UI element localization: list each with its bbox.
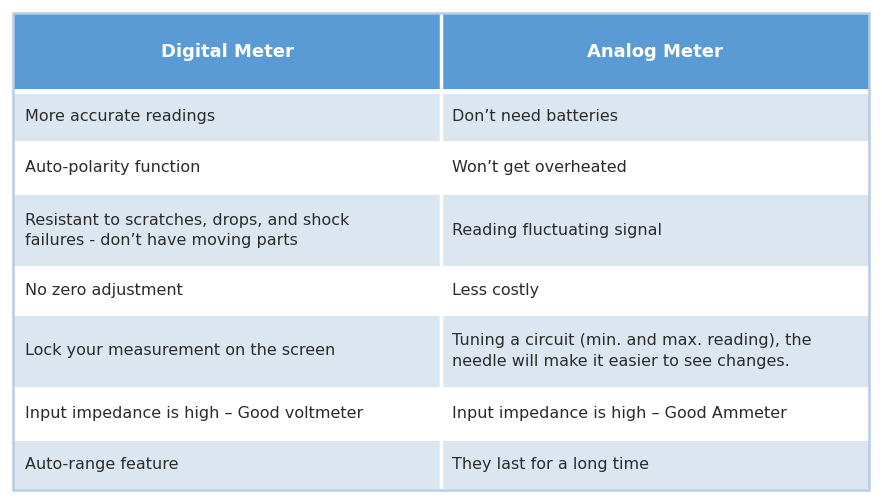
Text: They last for a long time: They last for a long time bbox=[452, 457, 649, 472]
Bar bbox=[441, 92, 869, 142]
Text: Auto-range feature: Auto-range feature bbox=[25, 457, 178, 472]
Text: Won’t get overheated: Won’t get overheated bbox=[452, 160, 627, 176]
Bar bbox=[441, 142, 869, 194]
Bar bbox=[13, 92, 441, 142]
Text: Tuning a circuit (min. and max. reading), the
needle will make it easier to see : Tuning a circuit (min. and max. reading)… bbox=[452, 333, 812, 368]
Text: Input impedance is high – Good voltmeter: Input impedance is high – Good voltmeter bbox=[25, 406, 363, 421]
Text: Reading fluctuating signal: Reading fluctuating signal bbox=[452, 223, 662, 238]
Bar bbox=[13, 12, 441, 92]
Bar bbox=[13, 268, 441, 314]
Text: Don’t need batteries: Don’t need batteries bbox=[452, 110, 618, 124]
Text: No zero adjustment: No zero adjustment bbox=[25, 283, 183, 298]
Bar bbox=[13, 142, 441, 194]
Bar bbox=[441, 268, 869, 314]
Bar bbox=[441, 194, 869, 268]
Text: Resistant to scratches, drops, and shock
failures - don’t have moving parts: Resistant to scratches, drops, and shock… bbox=[25, 212, 349, 248]
Text: Analog Meter: Analog Meter bbox=[587, 43, 723, 61]
Bar bbox=[13, 194, 441, 268]
Bar bbox=[441, 439, 869, 490]
Bar bbox=[441, 388, 869, 439]
Bar bbox=[441, 12, 869, 92]
Text: Digital Meter: Digital Meter bbox=[161, 43, 294, 61]
Text: More accurate readings: More accurate readings bbox=[25, 110, 215, 124]
Bar bbox=[13, 439, 441, 490]
Bar bbox=[13, 388, 441, 439]
Bar bbox=[441, 314, 869, 388]
Text: Auto-polarity function: Auto-polarity function bbox=[25, 160, 200, 176]
Text: Less costly: Less costly bbox=[452, 283, 540, 298]
Bar bbox=[13, 314, 441, 388]
Text: Lock your measurement on the screen: Lock your measurement on the screen bbox=[25, 344, 335, 358]
Text: Input impedance is high – Good Ammeter: Input impedance is high – Good Ammeter bbox=[452, 406, 788, 421]
